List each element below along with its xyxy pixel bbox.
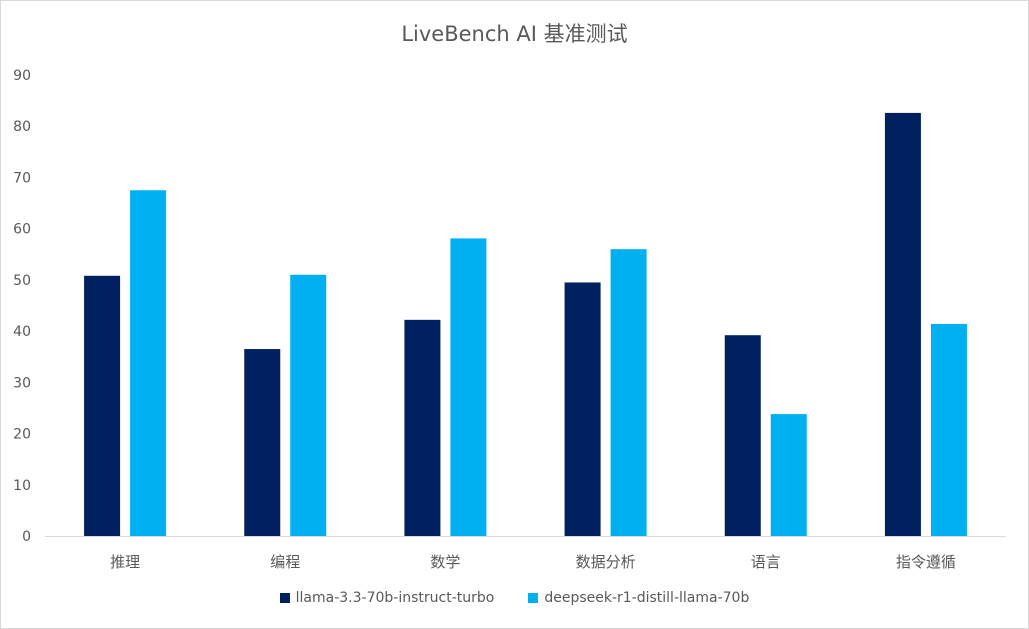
y-tick-label: 50 bbox=[13, 273, 31, 289]
bar-series-1-3 bbox=[404, 319, 441, 536]
y-tick-label: 60 bbox=[13, 222, 31, 238]
bar-series-1-6 bbox=[884, 112, 921, 536]
y-tick-label: 80 bbox=[13, 119, 31, 135]
x-category-label: 推理 bbox=[110, 553, 140, 571]
y-tick-label: 30 bbox=[13, 375, 31, 391]
y-tick-label: 70 bbox=[13, 170, 31, 186]
y-tick-label: 10 bbox=[13, 478, 31, 494]
bar-series-1-5 bbox=[724, 335, 761, 536]
x-category-label: 编程 bbox=[270, 553, 300, 571]
bar-series-1-4 bbox=[564, 282, 601, 536]
legend: llama-3.3-70b-instruct-turbo deepseek-r1… bbox=[0, 590, 1029, 606]
y-tick-label: 20 bbox=[13, 427, 31, 443]
legend-label-series-1: llama-3.3-70b-instruct-turbo bbox=[295, 590, 495, 606]
bar-series-2-4 bbox=[610, 249, 647, 536]
legend-label-series-2: deepseek-r1-distill-llama-70b bbox=[544, 590, 750, 606]
legend-item-series-2: deepseek-r1-distill-llama-70b bbox=[528, 590, 749, 606]
chart-title: LiveBench AI 基准测试 bbox=[401, 22, 628, 46]
bar-series-2-5 bbox=[770, 414, 807, 536]
bar-series-2-3 bbox=[450, 238, 487, 536]
bar-series-2-6 bbox=[930, 323, 967, 536]
y-tick-label: 40 bbox=[13, 324, 31, 340]
x-category-label: 数学 bbox=[430, 553, 460, 571]
legend-swatch-series-2 bbox=[528, 593, 539, 603]
bar-series-2-1 bbox=[130, 190, 167, 536]
y-tick-label: 90 bbox=[13, 68, 31, 84]
bar-series-2-2 bbox=[290, 274, 327, 536]
bar-series-1-1 bbox=[84, 275, 121, 536]
legend-swatch-series-1 bbox=[279, 593, 290, 603]
legend-item-series-1: llama-3.3-70b-instruct-turbo bbox=[279, 590, 495, 606]
x-category-label: 指令遵循 bbox=[896, 553, 956, 571]
y-tick-label: 0 bbox=[22, 529, 31, 545]
x-category-label: 数据分析 bbox=[576, 553, 636, 571]
bar-series-1-2 bbox=[244, 349, 281, 536]
x-category-label: 语言 bbox=[751, 553, 781, 571]
